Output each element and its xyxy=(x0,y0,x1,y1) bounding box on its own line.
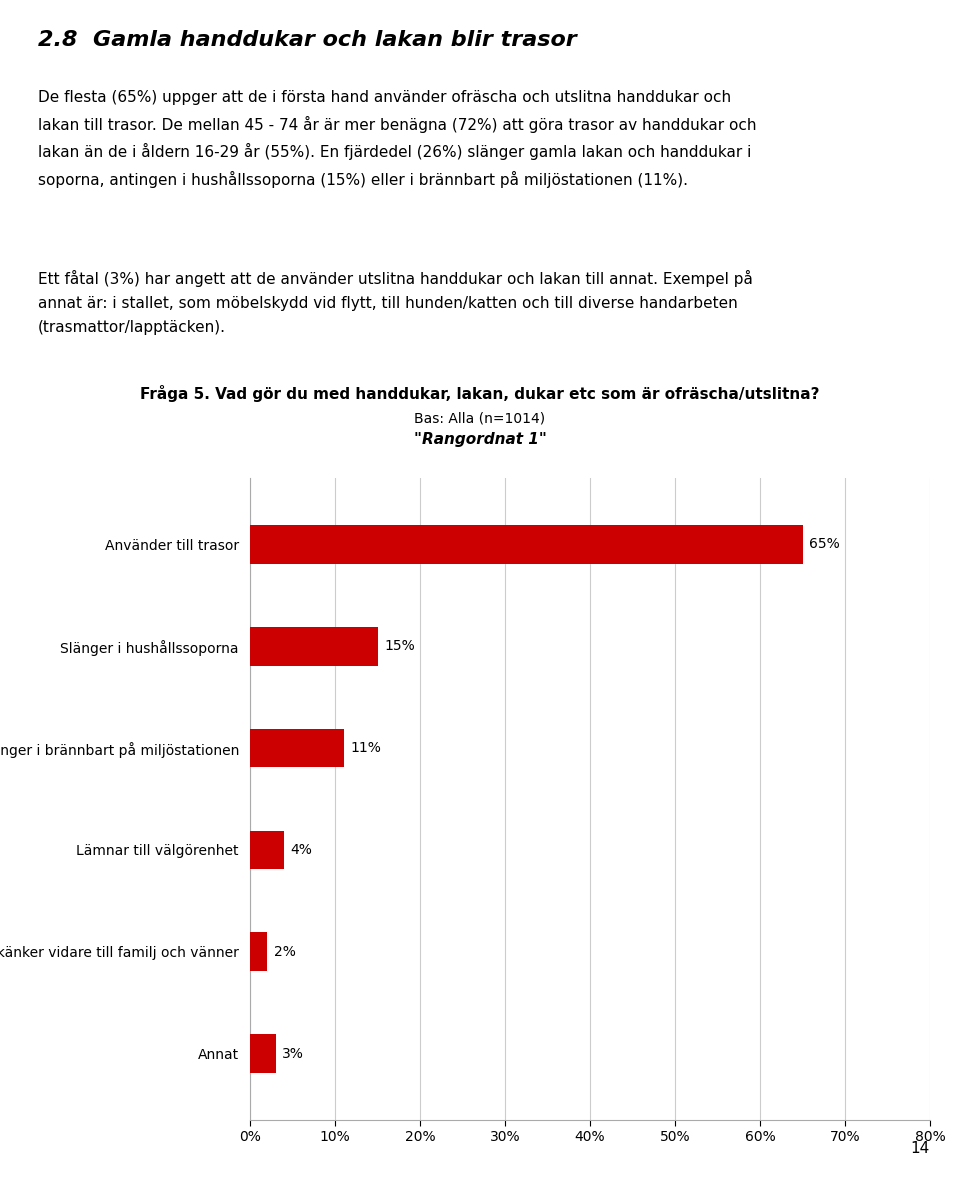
Text: 2%: 2% xyxy=(274,945,296,959)
Text: 15%: 15% xyxy=(384,640,415,653)
Text: Bas: Alla (n=1014): Bas: Alla (n=1014) xyxy=(415,412,545,426)
Text: De flesta (65%) uppger att de i första hand använder ofräscha och utslitna handd: De flesta (65%) uppger att de i första h… xyxy=(38,90,756,187)
Text: 4%: 4% xyxy=(291,843,313,856)
Text: 2.8  Gamla handdukar och lakan blir trasor: 2.8 Gamla handdukar och lakan blir traso… xyxy=(38,29,577,49)
Bar xyxy=(250,627,377,666)
Bar xyxy=(250,830,284,869)
Text: 11%: 11% xyxy=(350,741,381,755)
Bar xyxy=(250,1034,276,1073)
Text: Ett fåtal (3%) har angett att de använder utslitna handdukar och lakan till anna: Ett fåtal (3%) har angett att de använde… xyxy=(38,270,753,335)
Bar xyxy=(250,729,344,767)
Text: Fråga 5. Vad gör du med handdukar, lakan, dukar etc som är ofräscha/utslitna?: Fråga 5. Vad gör du med handdukar, lakan… xyxy=(140,385,820,402)
Text: 65%: 65% xyxy=(809,537,840,551)
Text: 14: 14 xyxy=(911,1141,930,1156)
Text: "Rangordnat 1": "Rangordnat 1" xyxy=(414,432,546,446)
Text: 3%: 3% xyxy=(282,1047,304,1060)
Bar xyxy=(250,525,803,563)
Bar xyxy=(250,933,267,971)
